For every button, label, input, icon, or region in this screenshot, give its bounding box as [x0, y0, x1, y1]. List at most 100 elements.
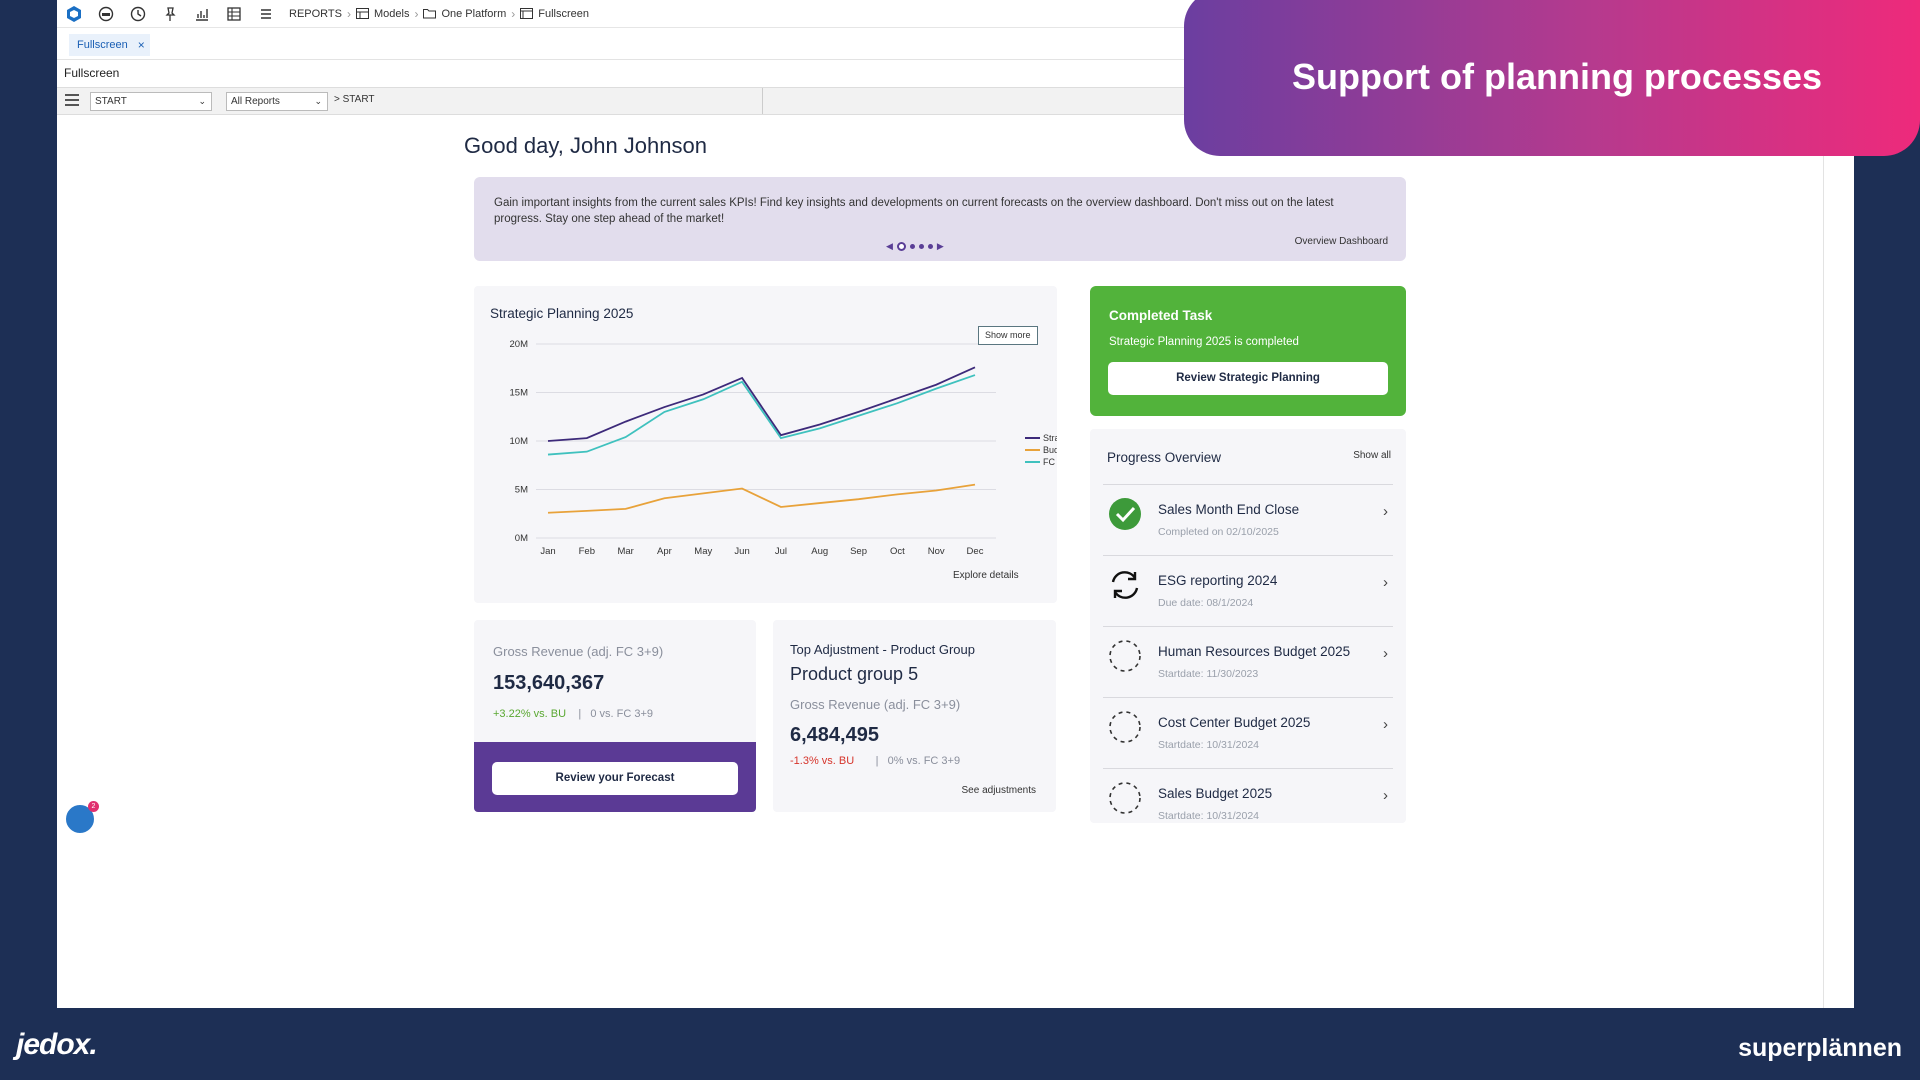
- breadcrumb-one-platform[interactable]: One Platform: [441, 7, 507, 20]
- show-more-button[interactable]: Show more: [978, 326, 1038, 345]
- x-tick-label: Apr: [657, 546, 672, 557]
- kpi-vs-fc: 0 vs. FC 3+9: [590, 708, 654, 720]
- x-tick-label: Nov: [928, 546, 945, 557]
- card-title: Top Adjustment - Product Group: [790, 642, 975, 657]
- progress-item-name: Cost Center Budget 2025: [1158, 715, 1311, 730]
- carousel-next-icon[interactable]: ▶: [936, 241, 944, 251]
- refresh-icon: [1111, 571, 1139, 599]
- chevron-right-icon: ›: [1383, 574, 1388, 591]
- gross-revenue-card: Gross Revenue (adj. FC 3+9) 153,640,367 …: [474, 620, 756, 812]
- y-tick-label: 20M: [510, 339, 529, 350]
- start-select-value: START: [95, 96, 127, 107]
- progress-item-date: Due date: 08/1/2024: [1158, 597, 1254, 609]
- tab-bar: Fullscreen ×: [57, 30, 1854, 60]
- progress-item[interactable]: Sales Month End Close Completed on 02/10…: [1103, 484, 1393, 555]
- jedox-logo: jedox.: [16, 1028, 98, 1061]
- progress-item[interactable]: ESG reporting 2024 Due date: 08/1/2024 ›: [1103, 555, 1393, 626]
- x-tick-label: Jul: [775, 546, 787, 557]
- series-line: [547, 483, 976, 514]
- chevron-down-icon: ⌄: [198, 96, 206, 106]
- carousel-dot[interactable]: [909, 243, 915, 249]
- kpi-delta: -1.3% vs. BU: [790, 755, 855, 767]
- progress-item-date: Completed on 02/10/2025: [1158, 526, 1279, 538]
- kpi-label: Gross Revenue (adj. FC 3+9): [493, 644, 664, 659]
- progress-item-date: Startdate: 10/31/2024: [1158, 739, 1259, 751]
- task-subtitle: Strategic Planning 2025 is completed: [1109, 336, 1299, 348]
- x-tick-label: Mar: [617, 546, 633, 557]
- y-tick-label: 0M: [515, 533, 528, 544]
- scrollbar-track[interactable]: [1823, 115, 1824, 1008]
- divider: [762, 88, 763, 114]
- greeting-title: Good day, John Johnson: [464, 133, 707, 158]
- x-tick-label: Feb: [579, 546, 595, 557]
- jedox-logo-icon[interactable]: [65, 5, 83, 23]
- dashboard-icon[interactable]: [97, 5, 115, 23]
- clock-icon[interactable]: [129, 5, 147, 23]
- reports-select-value: All Reports: [231, 96, 280, 107]
- tab-fullscreen[interactable]: Fullscreen ×: [69, 34, 150, 56]
- grid-icon[interactable]: [225, 5, 243, 23]
- legend-label: FC 3+9 '24: [1043, 457, 1057, 467]
- page-subtitle: Fullscreen: [64, 66, 120, 80]
- explore-details-link[interactable]: Explore details: [953, 570, 1019, 581]
- overview-dashboard-link[interactable]: Overview Dashboard: [1294, 236, 1388, 247]
- top-adjustment-card: Top Adjustment - Product Group Product g…: [773, 620, 1056, 812]
- promo-title: Support of planning processes: [1292, 56, 1823, 97]
- close-icon[interactable]: ×: [137, 38, 145, 52]
- review-forecast-button[interactable]: Review your Forecast: [492, 762, 738, 795]
- progress-item-name: Sales Budget 2025: [1158, 786, 1273, 801]
- kpi-vs-fc: 0% vs. FC 3+9: [887, 755, 961, 767]
- kpi-footer: Review your Forecast: [474, 742, 756, 812]
- progress-item-date: Startdate: 10/31/2024: [1158, 810, 1259, 822]
- breadcrumb-separator: ›: [511, 6, 516, 21]
- breadcrumb-separator: ›: [414, 6, 419, 21]
- kpi-value: 6,484,495: [790, 724, 879, 746]
- breadcrumb-models[interactable]: Models: [373, 7, 410, 20]
- carousel-dot[interactable]: [927, 243, 933, 249]
- chevron-right-icon: ›: [1383, 787, 1388, 804]
- x-tick-label: Jan: [540, 546, 555, 557]
- models-icon: [355, 8, 369, 19]
- kpi-delta: +3.22% vs. BU: [493, 708, 567, 720]
- see-adjustments-link[interactable]: See adjustments: [961, 785, 1037, 796]
- chevron-right-icon: ›: [1383, 503, 1388, 520]
- review-strategic-planning-button[interactable]: Review Strategic Planning: [1108, 362, 1388, 395]
- progress-item[interactable]: Cost Center Budget 2025 Startdate: 10/31…: [1103, 697, 1393, 768]
- kpi-separator: |: [578, 708, 582, 720]
- report-icon: [520, 8, 534, 19]
- progress-overview-card: Progress Overview Show all Sales Month E…: [1090, 429, 1406, 823]
- pending-circle-icon: [1109, 782, 1141, 814]
- show-all-link[interactable]: Show all: [1353, 450, 1391, 461]
- progress-title: Progress Overview: [1107, 450, 1222, 465]
- carousel-dot[interactable]: [918, 243, 924, 249]
- progress-item[interactable]: Human Resources Budget 2025 Startdate: 1…: [1103, 626, 1393, 697]
- check-circle-icon: [1109, 498, 1141, 530]
- breadcrumb-fullscreen[interactable]: Fullscreen: [538, 7, 590, 20]
- support-chat-icon[interactable]: [64, 803, 96, 835]
- list-icon[interactable]: [257, 5, 275, 23]
- progress-item-name: Sales Month End Close: [1158, 502, 1300, 517]
- filter-path: > START: [334, 94, 375, 105]
- carousel-dot[interactable]: [896, 241, 906, 251]
- x-tick-label: May: [694, 546, 712, 557]
- breadcrumb: REPORTS › Models › One Platform › Fullsc…: [289, 7, 589, 21]
- info-banner: Gain important insights from the current…: [474, 177, 1406, 261]
- series-line: [547, 366, 976, 442]
- kpi-label: Gross Revenue (adj. FC 3+9): [790, 697, 961, 712]
- reports-select[interactable]: All Reports ⌄: [226, 92, 328, 111]
- completed-task-card: Completed Task Strategic Planning 2025 i…: [1090, 286, 1406, 416]
- start-select[interactable]: START ⌄: [90, 92, 212, 111]
- x-tick-label: Jun: [734, 546, 749, 557]
- carousel-prev-icon[interactable]: ◀: [886, 241, 893, 251]
- chart-icon[interactable]: [193, 5, 211, 23]
- x-tick-label: Aug: [811, 546, 828, 557]
- kpi-meta: +3.22% vs. BU | 0 vs. FC 3+9: [493, 708, 653, 720]
- strategic-planning-chart-card: 20M 15M 10M 5M 0M Jan Feb Mar Apr May Jun Jul Aug Sep…: [474, 286, 1057, 603]
- pin-icon[interactable]: [161, 5, 179, 23]
- progress-item[interactable]: Sales Budget 2025 Startdate: 10/31/2024 …: [1103, 768, 1393, 823]
- progress-item-date: Startdate: 11/30/2023: [1158, 668, 1259, 680]
- hamburger-menu-icon[interactable]: [65, 94, 79, 108]
- kpi-value: 153,640,367: [493, 672, 605, 694]
- breadcrumb-reports[interactable]: REPORTS: [289, 7, 342, 20]
- pending-circle-icon: [1109, 640, 1141, 672]
